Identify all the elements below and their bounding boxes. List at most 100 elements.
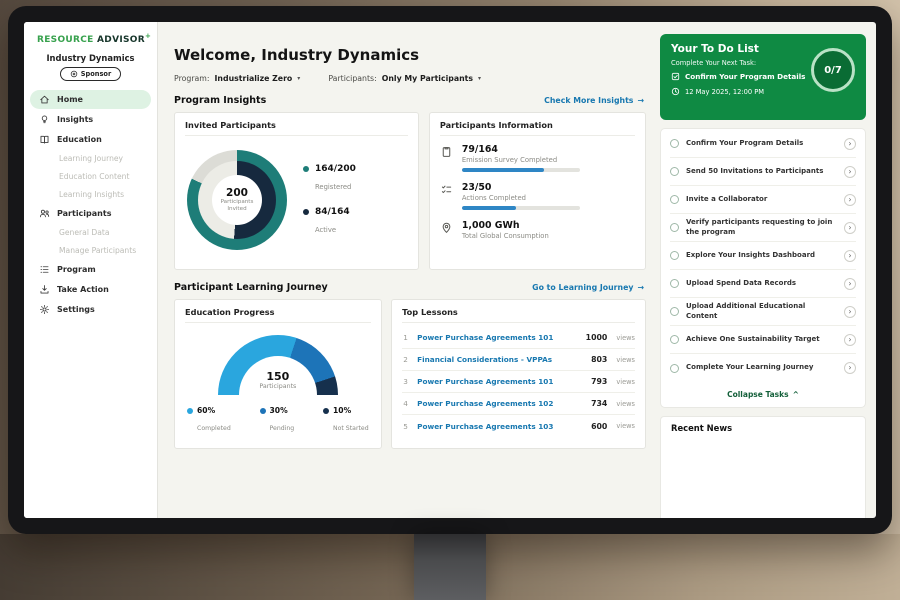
sponsor-badge[interactable]: Sponsor: [59, 67, 122, 81]
consumption-stat: 1,000 GWh Total Global Consumption: [440, 220, 635, 240]
sponsor-icon: [70, 70, 77, 78]
task-label: Upload Additional Educational Content: [686, 302, 806, 320]
task-checkbox[interactable]: [670, 307, 679, 316]
invited-participants-donut: 200 Participants Invited: [187, 150, 287, 250]
todo-subtitle: Complete Your Next Task:: [671, 59, 757, 67]
lesson-link[interactable]: Power Purchase Agreements 101: [417, 377, 554, 386]
task-checkbox[interactable]: [670, 251, 679, 260]
monitor-stand: [414, 534, 486, 600]
task-label: Upload Spend Data Records: [686, 278, 797, 287]
lesson-link[interactable]: Power Purchase Agreements 103: [417, 421, 554, 431]
sidebar-item-general-data[interactable]: General Data: [30, 224, 151, 241]
todo-due-label: 12 May 2025, 12:00 PM: [685, 87, 765, 96]
sidebar-item-home[interactable]: Home: [30, 90, 151, 109]
todo-next-task[interactable]: Confirm Your Program Details: [671, 72, 855, 81]
chevron-right-icon[interactable]: ›: [844, 165, 856, 178]
lesson-row: 5 Power Purchase Agreements 103 600 view…: [402, 415, 635, 437]
program-filter-dropdown[interactable]: Program: Industrialize Zero ▾: [174, 74, 300, 83]
sidebar-item-manage-participants[interactable]: Manage Participants: [30, 242, 151, 259]
chevron-right-icon[interactable]: ›: [844, 305, 856, 318]
chevron-right-icon[interactable]: ›: [844, 221, 856, 234]
section-title: Participant Learning Journey: [174, 282, 328, 293]
chevron-right-icon[interactable]: ›: [844, 362, 856, 374]
lesson-views: 793: [591, 377, 608, 386]
lesson-link[interactable]: Power Purchase Agreements 102: [417, 399, 554, 408]
task-row-achieve-target[interactable]: Achieve One Sustainability Target ›: [670, 326, 856, 354]
sidebar-item-label: Settings: [57, 305, 95, 314]
task-checkbox[interactable]: [670, 167, 679, 176]
section-title: Program Insights: [174, 95, 267, 106]
task-checkbox[interactable]: [670, 195, 679, 204]
lesson-rank: 2: [403, 355, 408, 364]
task-label: Confirm Your Program Details: [686, 138, 804, 147]
lesson-row: 3 Power Purchase Agreements 101 793 view…: [402, 371, 635, 393]
sidebar-item-learning-journey[interactable]: Learning Journey: [30, 150, 151, 167]
lesson-views: 734: [591, 399, 608, 408]
task-row-verify-participants[interactable]: Verify participants requesting to join t…: [670, 214, 856, 242]
learning-journey-header: Participant Learning Journey Go to Learn…: [174, 282, 644, 293]
task-row-confirm-program[interactable]: Confirm Your Program Details ›: [670, 130, 856, 158]
sidebar-item-learning-insights[interactable]: Learning Insights: [30, 186, 151, 203]
sidebar: RESOURCE ADVISOR+ Industry Dynamics Spon…: [24, 22, 158, 518]
actions-completed-stat: 23/50 Actions Completed: [440, 182, 635, 210]
task-row-send-invitations[interactable]: Send 50 Invitations to Participants ›: [670, 158, 856, 186]
task-row-explore-insights[interactable]: Explore Your Insights Dashboard ›: [670, 242, 856, 270]
task-checkbox[interactable]: [670, 223, 679, 232]
task-checkbox[interactable]: [670, 363, 679, 373]
people-icon: [38, 208, 50, 220]
education-progress-card: Education Progress 150 Participants: [174, 299, 382, 449]
sidebar-item-take-action[interactable]: Take Action: [30, 280, 151, 299]
chevron-right-icon[interactable]: ›: [844, 249, 856, 262]
sidebar-item-education-content[interactable]: Education Content: [30, 168, 151, 185]
task-row-invite-collaborator[interactable]: Invite a Collaborator ›: [670, 186, 856, 214]
sidebar-item-label: Take Action: [57, 285, 109, 294]
sidebar-item-settings[interactable]: Settings: [30, 300, 151, 319]
location-pin-icon: [440, 221, 453, 234]
gear-icon: [38, 304, 50, 316]
card-title: Participants Information: [439, 120, 635, 136]
chevron-right-icon[interactable]: ›: [844, 277, 856, 290]
check-more-insights-link[interactable]: Check More Insights →: [544, 96, 644, 105]
list-icon: [38, 264, 50, 276]
task-checkbox[interactable]: [670, 335, 679, 344]
lesson-row: 2 Financial Considerations - VPPAs 803 v…: [402, 349, 635, 371]
sidebar-item-participants[interactable]: Participants: [30, 204, 151, 223]
card-title: Education Progress: [185, 307, 371, 323]
checklist-icon: [440, 183, 453, 196]
gauge-legend: 60% Completed 30% Pending 10% Not Started: [185, 398, 371, 434]
lesson-link[interactable]: Financial Considerations - VPPAs: [417, 355, 553, 364]
collapse-tasks-link[interactable]: Collapse Tasks ^: [670, 382, 856, 404]
sidebar-item-insights[interactable]: Insights: [30, 110, 151, 129]
todo-due-date: 12 May 2025, 12:00 PM: [671, 87, 855, 96]
org-name: Industry Dynamics: [46, 53, 135, 63]
chevron-right-icon[interactable]: ›: [844, 137, 856, 150]
sidebar-item-education[interactable]: Education: [30, 130, 151, 149]
page-title: Welcome, Industry Dynamics: [174, 46, 420, 64]
book-icon: [38, 134, 50, 146]
task-row-upload-educational-content[interactable]: Upload Additional Educational Content ›: [670, 298, 856, 326]
card-title: Invited Participants: [185, 120, 409, 136]
task-row-upload-spend-data[interactable]: Upload Spend Data Records ›: [670, 270, 856, 298]
main-content: Welcome, Industry Dynamics Program: Indu…: [158, 22, 654, 518]
link-label: Check More Insights: [544, 96, 634, 105]
views-label: views: [616, 377, 635, 386]
task-row-complete-learning-journey[interactable]: Complete Your Learning Journey ›: [670, 354, 856, 382]
monitor-bezel: RESOURCE ADVISOR+ Industry Dynamics Spon…: [8, 6, 892, 534]
home-icon: [38, 94, 50, 106]
sidebar-item-program[interactable]: Program: [30, 260, 151, 279]
task-checkbox[interactable]: [670, 139, 679, 148]
todo-next-task-label: Confirm Your Program Details: [685, 72, 806, 81]
brand-secondary: ADVISOR: [97, 35, 145, 45]
participants-filter-dropdown[interactable]: Participants: Only My Participants ▾: [328, 74, 481, 83]
chevron-right-icon[interactable]: ›: [844, 333, 856, 346]
program-filter-value: Industrialize Zero: [214, 74, 293, 83]
chevron-right-icon[interactable]: ›: [844, 193, 856, 206]
go-to-learning-journey-link[interactable]: Go to Learning Journey →: [532, 283, 644, 292]
sidebar-item-label: Education: [57, 135, 102, 144]
lesson-link[interactable]: Power Purchase Agreements 101: [417, 333, 554, 342]
lesson-views: 1000: [585, 333, 608, 342]
task-checkbox[interactable]: [670, 279, 679, 288]
legend-item-not-started: 10% Not Started: [323, 406, 369, 434]
emission-survey-progress-bar: [461, 168, 580, 172]
